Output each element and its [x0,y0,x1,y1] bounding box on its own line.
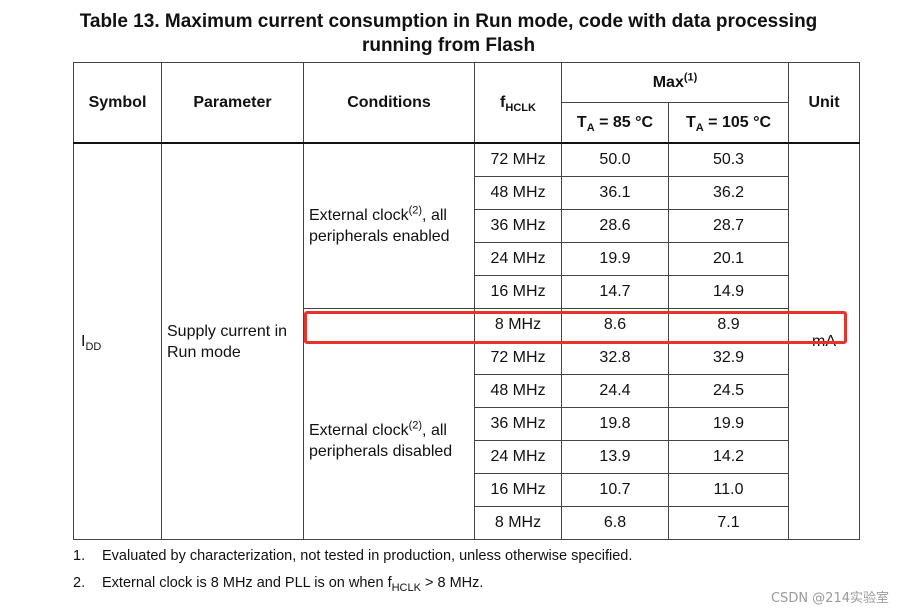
freq-cell: 16 MHz [474,473,562,507]
t85-cell: 19.9 [561,242,669,276]
t85-cell: 19.8 [561,407,669,441]
t105-cell: 24.5 [667,374,790,408]
header-max: Max(1) [560,62,790,103]
freq-cell: 48 MHz [474,176,562,210]
freq-cell: 24 MHz [474,440,562,474]
freq-cell: 36 MHz [474,407,562,441]
table-row: 36 MHz 19.8 19.9 [74,407,860,441]
t105-cell: 14.9 [667,275,790,309]
freq-cell: 16 MHz [474,275,562,309]
table-title: Table 13. Maximum current consumption in… [0,10,897,58]
header-parameter: Parameter [161,62,304,144]
table-row: 24 MHz 19.9 20.1 [74,242,860,276]
t85-cell: 50.0 [561,142,669,177]
t85-cell: 36.1 [561,176,669,210]
t85-cell: 28.6 [561,209,669,243]
t105-cell: 7.1 [667,506,790,540]
freq-cell: 36 MHz [474,209,562,243]
header-ta-85: TA = 85 °C [561,102,669,144]
t85-cell: 32.8 [561,341,669,375]
table-row: 8 MHz 6.8 7.1 [74,506,860,540]
t105-cell: 20.1 [667,242,790,276]
condition-cell-enabled: External clock(2), all peripherals enabl… [303,142,475,309]
freq-cell: 24 MHz [474,242,562,276]
t105-cell: 28.7 [667,209,790,243]
freq-cell: 8 MHz [474,506,562,540]
header-ta-105: TA = 105 °C [667,102,790,144]
current-consumption-table: Symbol Parameter Conditions fHCLK Max(1)… [73,62,861,540]
table-row: IDD Supply current in Run mode External … [73,142,861,540]
t105-cell: 32.9 [667,341,790,375]
t105-cell: 11.0 [667,473,790,507]
t85-cell: 13.9 [561,440,669,474]
t85-cell: 14.7 [561,275,669,309]
freq-cell: 72 MHz [474,142,562,177]
header-fhclk: fHCLK [474,62,562,144]
freq-cell: 72 MHz [474,341,562,375]
table-row: 16 MHz 10.7 11.0 [74,473,860,507]
t105-cell: 36.2 [667,176,790,210]
parameter-cell: Supply current in Run mode [161,142,304,540]
table-row: External clock(2), all peripherals disab… [74,341,860,540]
table-row: 36 MHz 28.6 28.7 [74,209,860,243]
header-conditions: Conditions [303,62,475,144]
header-unit: Unit [788,62,861,144]
table-title-line1: Table 13. Maximum current consumption in… [79,11,818,32]
table-row: 16 MHz 14.7 14.9 [74,275,860,309]
t85-cell: 24.4 [561,374,669,408]
t105-cell: 19.9 [667,407,790,441]
t105-cell: 14.2 [667,440,790,474]
t85-cell: 10.7 [561,473,669,507]
t105-cell: 50.3 [667,142,790,177]
table-row: 48 MHz 36.1 36.2 [74,176,860,210]
table-title-line2: running from Flash [361,35,536,56]
condition-cell-disabled: External clock(2), all peripherals disab… [303,341,475,540]
freq-cell: 48 MHz [474,374,562,408]
symbol-cell: IDD [73,142,162,540]
watermark: CSDN @214实验室 [770,591,889,606]
highlight-box [304,311,847,344]
t85-cell: 6.8 [561,506,669,540]
header-symbol: Symbol [73,62,162,144]
